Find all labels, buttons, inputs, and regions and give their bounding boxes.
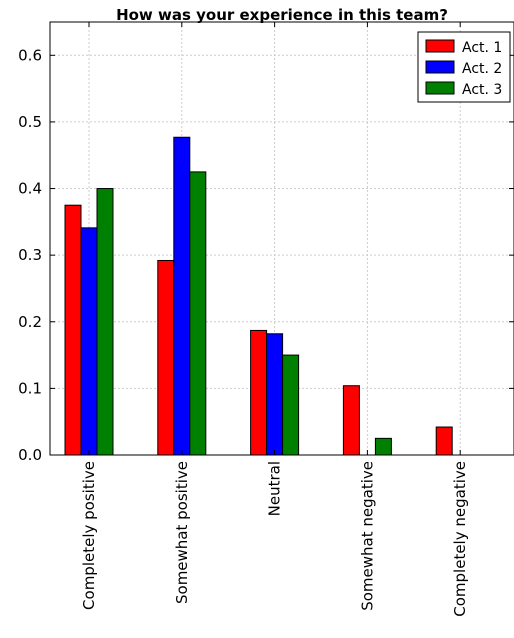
legend-label: Act. 3 [462,82,502,98]
bar-series-2-category-1 [80,227,98,456]
bar-series-3-category-4 [374,437,392,456]
legend-label: Act. 2 [462,61,502,77]
bar-series-3-category-2 [189,171,207,456]
y-tick-label: 0.6 [18,46,42,64]
x-axis: Completely positive Somewhat positive Neut… [80,22,469,617]
legend-swatch [425,39,455,53]
x-tick-label: Somewhat positive [173,461,191,604]
chart-title: How was your experience in this team? [116,6,448,24]
bar-series-1-category-4 [342,385,360,456]
bar-series-2-category-3 [266,333,284,456]
bar-series-1-category-2 [157,259,175,456]
plot-frame [49,21,514,456]
bar-series-1-category-1 [64,204,82,456]
bar-series-3-category-3 [282,354,300,456]
y-tick-label: 0.2 [18,313,42,331]
bar-series-1-category-3 [250,329,268,456]
legend-label: Act. 1 [462,40,502,56]
bar-series-2-category-2 [173,136,191,456]
x-tick-label: Completely positive [80,461,98,610]
legend: Act. 1 Act. 2 Act. 3 [417,31,511,103]
x-tick-label: Completely negative [451,461,469,617]
y-tick-label: 0.0 [18,446,42,464]
y-tick-label: 0.1 [18,379,42,397]
legend-swatch [425,81,455,95]
y-tick-label: 0.5 [18,113,42,131]
y-tick-label: 0.4 [18,180,42,198]
x-tick-label: Neutral [266,461,284,516]
bar-series-3-category-1 [96,188,114,456]
bar-series-1-category-5 [435,426,453,456]
x-tick-label: Somewhat negative [358,461,376,611]
bars [64,136,453,456]
legend-swatch [425,60,455,74]
y-tick-label: 0.3 [18,246,42,264]
y-axis: 0.0 0.1 0.2 0.3 0.4 0.5 0.6 [18,46,514,464]
